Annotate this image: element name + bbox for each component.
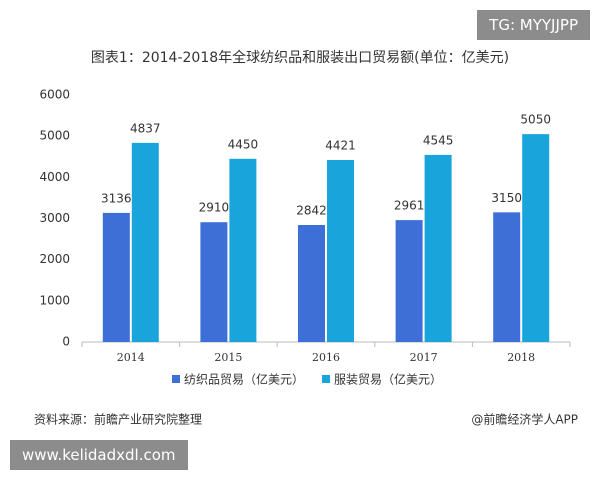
data-label: 2961 (394, 199, 425, 213)
data-label: 4450 (228, 137, 259, 151)
y-tick-label: 1000 (39, 293, 70, 307)
y-tick-label: 4000 (39, 170, 70, 184)
bar (395, 220, 423, 342)
legend-swatch (322, 375, 331, 383)
data-label: 5050 (520, 113, 551, 127)
y-tick-label: 5000 (39, 129, 70, 143)
x-tick-label: 2016 (312, 351, 340, 364)
y-tick-label: 0 (62, 335, 70, 349)
bar (131, 142, 159, 342)
y-tick-label: 6000 (39, 88, 70, 102)
data-label: 3136 (101, 191, 132, 205)
legend-label: 纺织品贸易（亿美元） (184, 372, 304, 387)
tag: TG: MYYJJPP (477, 10, 590, 40)
data-label: 4421 (325, 139, 356, 153)
source: 资料来源：前瞻产业研究院整理 (34, 412, 202, 427)
data-label: 2910 (199, 201, 230, 215)
data-label: 3150 (491, 191, 522, 205)
bar (327, 160, 354, 342)
x-tick-label: 2018 (507, 351, 535, 364)
bar (298, 225, 325, 342)
data-label: 4837 (130, 121, 161, 135)
x-tick-label: 2014 (117, 351, 145, 364)
credit: @前瞻经济学人APP (471, 412, 578, 427)
legend-label: 服装贸易（亿美元） (334, 372, 442, 387)
data-label: 4545 (423, 133, 454, 147)
x-tick-label: 2017 (410, 351, 438, 364)
bar (493, 212, 521, 342)
url: www.kelidadxdl.com (10, 440, 188, 470)
bar (229, 158, 257, 342)
chart-title: 图表1：2014-2018年全球纺织品和服装出口贸易额(单位：亿美元) (91, 49, 509, 66)
bar (522, 134, 550, 342)
bar (424, 154, 452, 342)
y-tick-label: 3000 (39, 211, 70, 225)
bar (102, 212, 130, 342)
data-label: 2842 (296, 204, 327, 218)
y-tick-label: 2000 (39, 252, 70, 266)
legend-swatch (172, 375, 180, 383)
bar (200, 222, 228, 342)
x-tick-label: 2015 (214, 351, 242, 364)
